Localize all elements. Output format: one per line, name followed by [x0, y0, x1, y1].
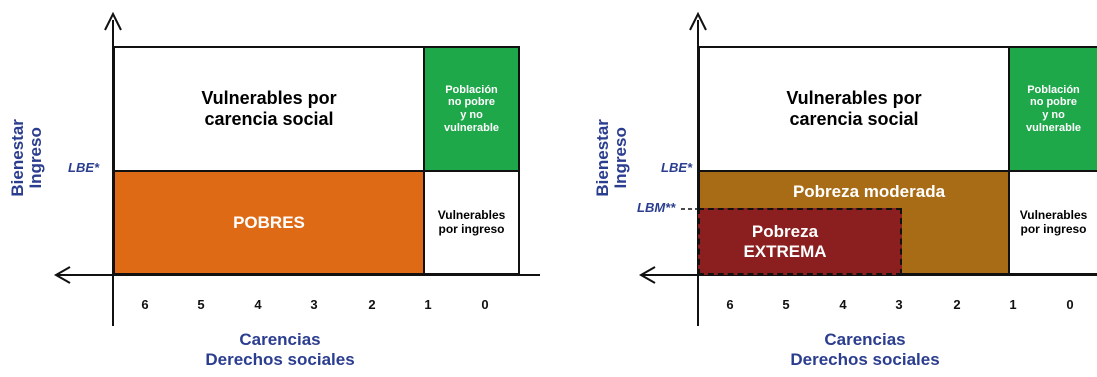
x-axis-label: Carencias Derechos sociales [205, 330, 355, 370]
box-vulnerables-ingreso: Vulnerables por ingreso [423, 170, 520, 275]
x-axis-arrow-icon [638, 266, 656, 284]
y-axis-label: Bienestar Ingreso [593, 119, 630, 197]
tick-5: 5 [197, 297, 205, 312]
label-pobres: POBRES [233, 212, 305, 232]
line-label-lbe: LBE* [68, 160, 100, 175]
box-no-pobre: Población no pobre y no vulnerable [423, 46, 520, 172]
y-axis-arrow-icon [104, 11, 122, 31]
label-vulnerables-carencia: Vulnerables por carencia social [201, 88, 337, 129]
y-axis-label: Bienestar Ingreso [8, 119, 45, 197]
tick-3: 3 [310, 297, 318, 312]
box-vulnerables-carencia: Vulnerables por carencia social [113, 46, 425, 172]
label-vulnerables-ingreso: Vulnerables por ingreso [437, 207, 506, 236]
box-pobres: POBRES [113, 170, 425, 275]
x-axis-arrow-icon [53, 266, 71, 284]
box-vulnerables-carencia: Vulnerables por carencia social [698, 46, 1010, 172]
label-pobreza-extrema: Pobreza EXTREMA [743, 221, 827, 261]
diagram-left: Vulnerables por carencia social Població… [0, 0, 540, 377]
label-vulnerables-carencia: Vulnerables por carencia social [786, 88, 922, 129]
tick-6: 6 [141, 297, 149, 312]
tick-6: 6 [726, 297, 734, 312]
tick-4: 4 [254, 297, 262, 312]
box-vulnerables-ingreso: Vulnerables por ingreso [1008, 170, 1097, 275]
tick-0: 0 [1066, 297, 1074, 312]
label-no-pobre: Población no pobre y no vulnerable [443, 83, 500, 134]
tick-4: 4 [839, 297, 847, 312]
diagram-right: Vulnerables por carencia social Població… [585, 0, 1097, 377]
tick-2: 2 [368, 297, 376, 312]
label-vulnerables-ingreso: Vulnerables por ingreso [1019, 207, 1088, 236]
tick-1: 1 [1009, 297, 1017, 312]
tick-3: 3 [895, 297, 903, 312]
y-axis-arrow-icon [689, 11, 707, 31]
label-pobreza-moderada: Pobreza moderada [792, 182, 946, 201]
box-pobreza-extrema: Pobreza EXTREMA [698, 208, 902, 275]
line-label-lbm: LBM** [637, 200, 676, 215]
label-no-pobre: Población no pobre y no vulnerable [1025, 83, 1082, 134]
tick-1: 1 [424, 297, 432, 312]
line-label-lbe: LBE* [661, 160, 693, 175]
tick-0: 0 [481, 297, 489, 312]
box-no-pobre: Población no pobre y no vulnerable [1008, 46, 1097, 172]
tick-2: 2 [953, 297, 961, 312]
tick-5: 5 [782, 297, 790, 312]
x-axis-label: Carencias Derechos sociales [790, 330, 940, 370]
